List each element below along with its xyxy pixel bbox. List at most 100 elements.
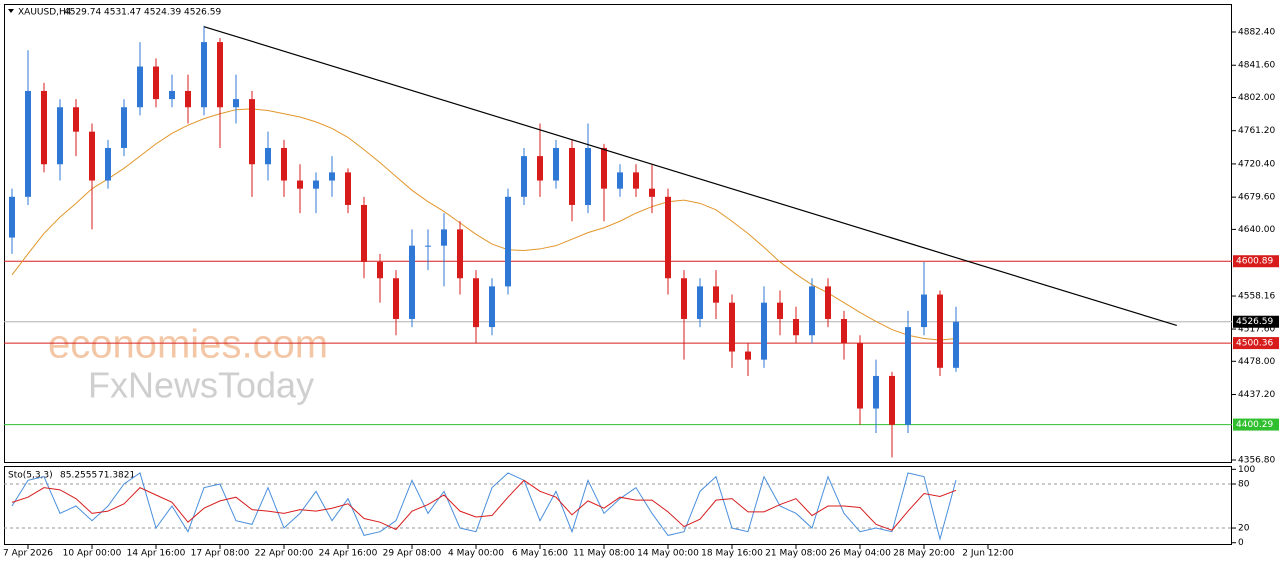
candle-body	[953, 321, 959, 368]
price-tag-label: 4526.59	[1236, 317, 1273, 327]
header-value: 4526.59	[184, 8, 221, 18]
watermark: economies.com	[48, 323, 328, 367]
candle-body	[265, 147, 271, 165]
x-tick-label: 17 Apr 08:00	[191, 549, 250, 559]
candle-body	[649, 188, 655, 197]
x-tick-label: 2 Jun 12:00	[962, 549, 1014, 559]
indicator-label: Sto(5,3,3)	[8, 471, 53, 481]
price-tag	[1233, 337, 1279, 350]
y-tick-label: 4558.16	[1238, 292, 1275, 302]
candle-body	[745, 351, 751, 360]
y-tick-label: 4517.60	[1238, 325, 1275, 335]
candle-body	[441, 229, 447, 246]
candle-body	[121, 107, 127, 148]
candle-body	[681, 278, 687, 319]
candle-body	[553, 147, 559, 181]
candle-body	[329, 172, 335, 181]
candle-body	[345, 172, 351, 205]
y-tick-label: 4720.40	[1238, 159, 1275, 169]
candle-body	[473, 278, 479, 328]
candle-body	[729, 302, 735, 352]
candle-body	[41, 90, 47, 165]
y-tick-label: 4640.00	[1238, 225, 1275, 235]
candle-body	[185, 90, 191, 108]
candle-body	[393, 278, 399, 319]
candle-body	[665, 196, 671, 279]
candle-body	[25, 90, 31, 197]
candle-body	[489, 286, 495, 328]
x-tick-label: 14 May 00:00	[637, 549, 699, 559]
candle-body	[409, 245, 415, 319]
menu-arrow[interactable]	[8, 9, 14, 13]
x-tick-label: 29 Apr 08:00	[383, 549, 442, 559]
candle-body	[921, 294, 927, 328]
price-tag-label: 4400.29	[1236, 420, 1273, 430]
x-tick-label: 24 Apr 16:00	[319, 549, 378, 559]
candle-body	[889, 375, 895, 425]
candle-body	[601, 147, 607, 189]
price-tag	[1233, 255, 1279, 268]
x-tick-label: 6 May 16:00	[512, 549, 568, 559]
price-tag	[1233, 418, 1279, 431]
y-tick-label: 4356.80	[1238, 455, 1275, 465]
y-tick-label: 4679.60	[1238, 193, 1275, 203]
x-tick-label: 4 May 00:00	[448, 549, 504, 559]
price-tag-label: 4500.36	[1236, 339, 1273, 349]
candle-body	[841, 318, 847, 344]
trendline	[203, 26, 1177, 327]
candle-body	[617, 172, 623, 189]
candle-body	[57, 107, 63, 165]
x-tick-label: 7 Apr 2026	[3, 549, 53, 559]
candle-body	[89, 131, 95, 181]
y-tick-label: 80	[1238, 479, 1250, 489]
x-tick-label: 28 May 20:00	[893, 549, 955, 559]
candle-body	[233, 99, 239, 108]
candle-body	[937, 294, 943, 368]
candle-body	[697, 286, 703, 319]
watermark: FxNewsToday	[88, 365, 314, 406]
indicator-value: 85.2555	[60, 471, 97, 481]
y-tick-label: 20	[1238, 524, 1250, 534]
candle-body	[537, 156, 543, 181]
x-tick-label: 10 Apr 00:00	[63, 549, 122, 559]
y-tick-label: 4478.00	[1238, 357, 1275, 367]
candle-body	[137, 66, 143, 108]
y-tick-label: 4761.20	[1238, 126, 1275, 136]
candle-body	[873, 375, 879, 409]
candle-body	[153, 66, 159, 100]
indicator-value: 71.3821	[98, 471, 135, 481]
candle-body	[201, 42, 207, 108]
candle-body	[713, 286, 719, 303]
candle-body	[457, 229, 463, 279]
candle-body	[809, 286, 815, 336]
header-value: 4531.47	[104, 8, 141, 18]
stochastic-line	[11, 472, 957, 542]
candle-body	[825, 286, 831, 319]
candle-body	[569, 147, 575, 205]
candle-body	[777, 302, 783, 319]
candle-body	[105, 147, 111, 181]
candle-body	[281, 147, 287, 181]
candle-body	[361, 204, 367, 262]
x-tick-label: 18 May 16:00	[701, 549, 763, 559]
candle-body	[169, 90, 175, 100]
candle-body	[761, 302, 767, 360]
candle-body	[297, 180, 303, 189]
y-tick-label: 4437.20	[1238, 390, 1275, 400]
x-tick-label: 21 May 08:00	[765, 549, 827, 559]
candle-body	[217, 42, 223, 108]
x-tick-label: 26 May 04:00	[829, 549, 891, 559]
price-tag-label: 4600.89	[1236, 257, 1273, 267]
x-tick-label: 11 May 08:00	[573, 549, 635, 559]
candle-body	[633, 172, 639, 189]
header-value: 4529.74	[64, 8, 101, 18]
candle-body	[425, 245, 431, 247]
y-tick-label: 4882.40	[1238, 28, 1275, 38]
candle-body	[585, 147, 591, 205]
header-value: 4524.39	[144, 8, 181, 18]
main-panel-frame	[4, 4, 1232, 463]
candle-body	[313, 180, 319, 189]
